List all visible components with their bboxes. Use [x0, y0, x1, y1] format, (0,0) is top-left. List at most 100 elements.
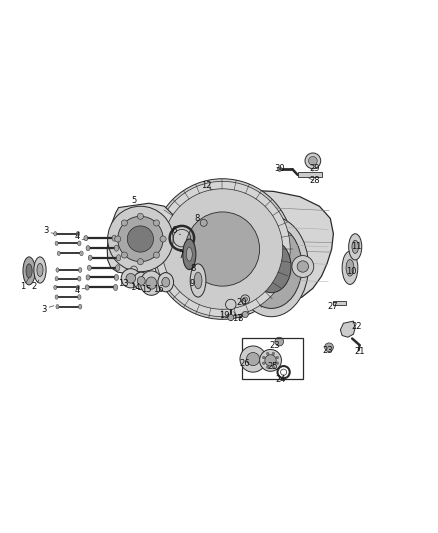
Text: 29: 29 [309, 164, 319, 173]
Circle shape [272, 366, 275, 368]
Ellipse shape [146, 277, 157, 289]
Circle shape [138, 213, 144, 220]
Text: 9: 9 [189, 279, 194, 288]
Text: 3: 3 [43, 226, 48, 235]
Ellipse shape [78, 241, 81, 246]
Polygon shape [107, 203, 174, 274]
Circle shape [278, 167, 282, 171]
Ellipse shape [352, 240, 358, 253]
Ellipse shape [78, 276, 81, 281]
Text: 26: 26 [239, 359, 250, 368]
Text: 6: 6 [172, 226, 177, 235]
Circle shape [228, 314, 234, 321]
Ellipse shape [55, 277, 58, 281]
Text: 25: 25 [267, 361, 278, 370]
Ellipse shape [138, 277, 145, 285]
Ellipse shape [26, 264, 32, 278]
Circle shape [153, 220, 159, 226]
Ellipse shape [141, 271, 162, 295]
Text: 8: 8 [237, 313, 243, 322]
Ellipse shape [86, 246, 90, 251]
Ellipse shape [121, 269, 141, 288]
Circle shape [266, 366, 269, 368]
Text: 4: 4 [74, 232, 80, 241]
Text: 19: 19 [219, 311, 230, 320]
Ellipse shape [117, 255, 121, 261]
Circle shape [160, 236, 166, 242]
Ellipse shape [342, 251, 358, 285]
Ellipse shape [78, 268, 82, 272]
Text: 8: 8 [194, 214, 200, 223]
Circle shape [262, 362, 265, 365]
Circle shape [276, 356, 279, 359]
Circle shape [242, 311, 248, 318]
Circle shape [272, 352, 275, 355]
Ellipse shape [112, 235, 117, 241]
Ellipse shape [186, 247, 192, 261]
Ellipse shape [34, 257, 46, 283]
Text: 11: 11 [351, 243, 362, 252]
Ellipse shape [114, 274, 119, 280]
Text: 8: 8 [190, 264, 195, 273]
Circle shape [162, 189, 283, 309]
Circle shape [241, 295, 250, 304]
Circle shape [121, 252, 127, 258]
Circle shape [265, 354, 276, 366]
Circle shape [325, 343, 333, 352]
Circle shape [308, 157, 317, 165]
Circle shape [195, 264, 201, 270]
Ellipse shape [194, 272, 202, 289]
Ellipse shape [241, 224, 302, 309]
Text: 23: 23 [269, 341, 280, 350]
Ellipse shape [78, 295, 81, 300]
Text: 21: 21 [354, 347, 365, 356]
Ellipse shape [54, 285, 57, 289]
Circle shape [108, 206, 173, 272]
Text: 12: 12 [201, 181, 211, 190]
Ellipse shape [23, 257, 35, 285]
Text: 5: 5 [131, 196, 137, 205]
Circle shape [155, 181, 290, 317]
Ellipse shape [55, 295, 58, 299]
Text: 24: 24 [276, 375, 286, 384]
Ellipse shape [37, 263, 43, 277]
Text: 17: 17 [232, 313, 243, 322]
Circle shape [247, 352, 260, 366]
Ellipse shape [80, 251, 83, 256]
Text: 27: 27 [327, 302, 338, 311]
Circle shape [262, 356, 265, 359]
Text: 3: 3 [42, 305, 47, 314]
Ellipse shape [346, 260, 354, 276]
Ellipse shape [85, 285, 89, 290]
Ellipse shape [54, 231, 57, 236]
Ellipse shape [88, 255, 92, 261]
Ellipse shape [55, 241, 58, 246]
Circle shape [297, 261, 308, 272]
Ellipse shape [57, 251, 60, 256]
Ellipse shape [86, 275, 90, 280]
Bar [242, 338, 303, 379]
Circle shape [118, 216, 163, 262]
Ellipse shape [87, 265, 91, 270]
Circle shape [138, 259, 144, 265]
Text: 20: 20 [237, 298, 247, 307]
Ellipse shape [56, 268, 59, 272]
Circle shape [276, 362, 279, 365]
Text: 14: 14 [130, 283, 141, 292]
Polygon shape [218, 190, 333, 305]
Text: 15: 15 [141, 285, 152, 294]
Text: 1: 1 [20, 281, 25, 290]
Ellipse shape [76, 231, 80, 236]
Text: 23: 23 [322, 346, 332, 355]
Circle shape [243, 297, 247, 302]
Ellipse shape [114, 245, 119, 251]
Circle shape [266, 352, 269, 355]
Ellipse shape [134, 272, 149, 289]
Circle shape [200, 220, 207, 227]
Ellipse shape [78, 304, 82, 309]
Circle shape [226, 299, 236, 310]
Text: 30: 30 [274, 164, 285, 173]
Circle shape [153, 252, 159, 258]
Text: 13: 13 [119, 279, 129, 288]
Ellipse shape [113, 285, 118, 290]
